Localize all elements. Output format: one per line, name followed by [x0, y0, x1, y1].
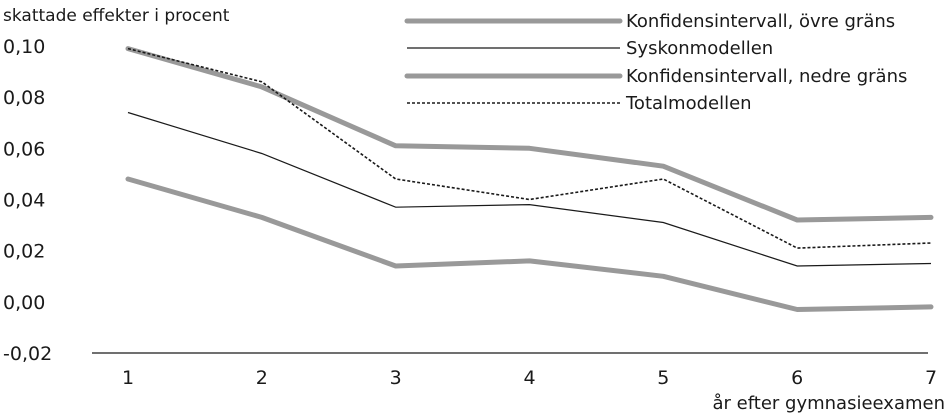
y-tick-label: 0,02 [3, 241, 45, 263]
y-tick-labels: -0,02 0,00 0,02 0,04 0,06 0,08 0,10 [3, 36, 52, 365]
y-axis-title: skattade effekter i procent [3, 6, 230, 26]
x-tick-label: 4 [523, 367, 535, 389]
y-tick-label: 0,10 [3, 36, 45, 58]
x-tick-label: 6 [791, 367, 803, 389]
legend-label: Konfidensintervall, nedre gräns [626, 66, 907, 87]
x-tick-label: 3 [390, 367, 402, 389]
series-line-2 [127, 111, 932, 267]
legend: Konfidensintervall, övre gräns Syskonmode… [404, 11, 907, 114]
series-line-3 [125, 176, 934, 312]
series-lines [125, 46, 934, 312]
x-tick-labels: 1 2 3 4 5 6 7 [122, 367, 937, 389]
y-tick-label: 0,04 [3, 190, 45, 212]
y-tick-label: 0,08 [3, 87, 45, 109]
legend-label: Syskonmodellen [626, 38, 773, 59]
y-tick-label: -0,02 [3, 343, 52, 365]
y-tick-label: 0,06 [3, 138, 45, 160]
x-tick-label: 7 [925, 367, 937, 389]
legend-label: Konfidensintervall, övre gräns [626, 11, 895, 32]
legend-label: Totalmodellen [625, 93, 752, 114]
x-tick-label: 5 [657, 367, 669, 389]
y-tick-label: 0,00 [3, 292, 45, 314]
x-tick-label: 2 [256, 367, 268, 389]
x-axis-title: år efter gymnasieexamen [713, 393, 945, 414]
x-tick-label: 1 [122, 367, 134, 389]
